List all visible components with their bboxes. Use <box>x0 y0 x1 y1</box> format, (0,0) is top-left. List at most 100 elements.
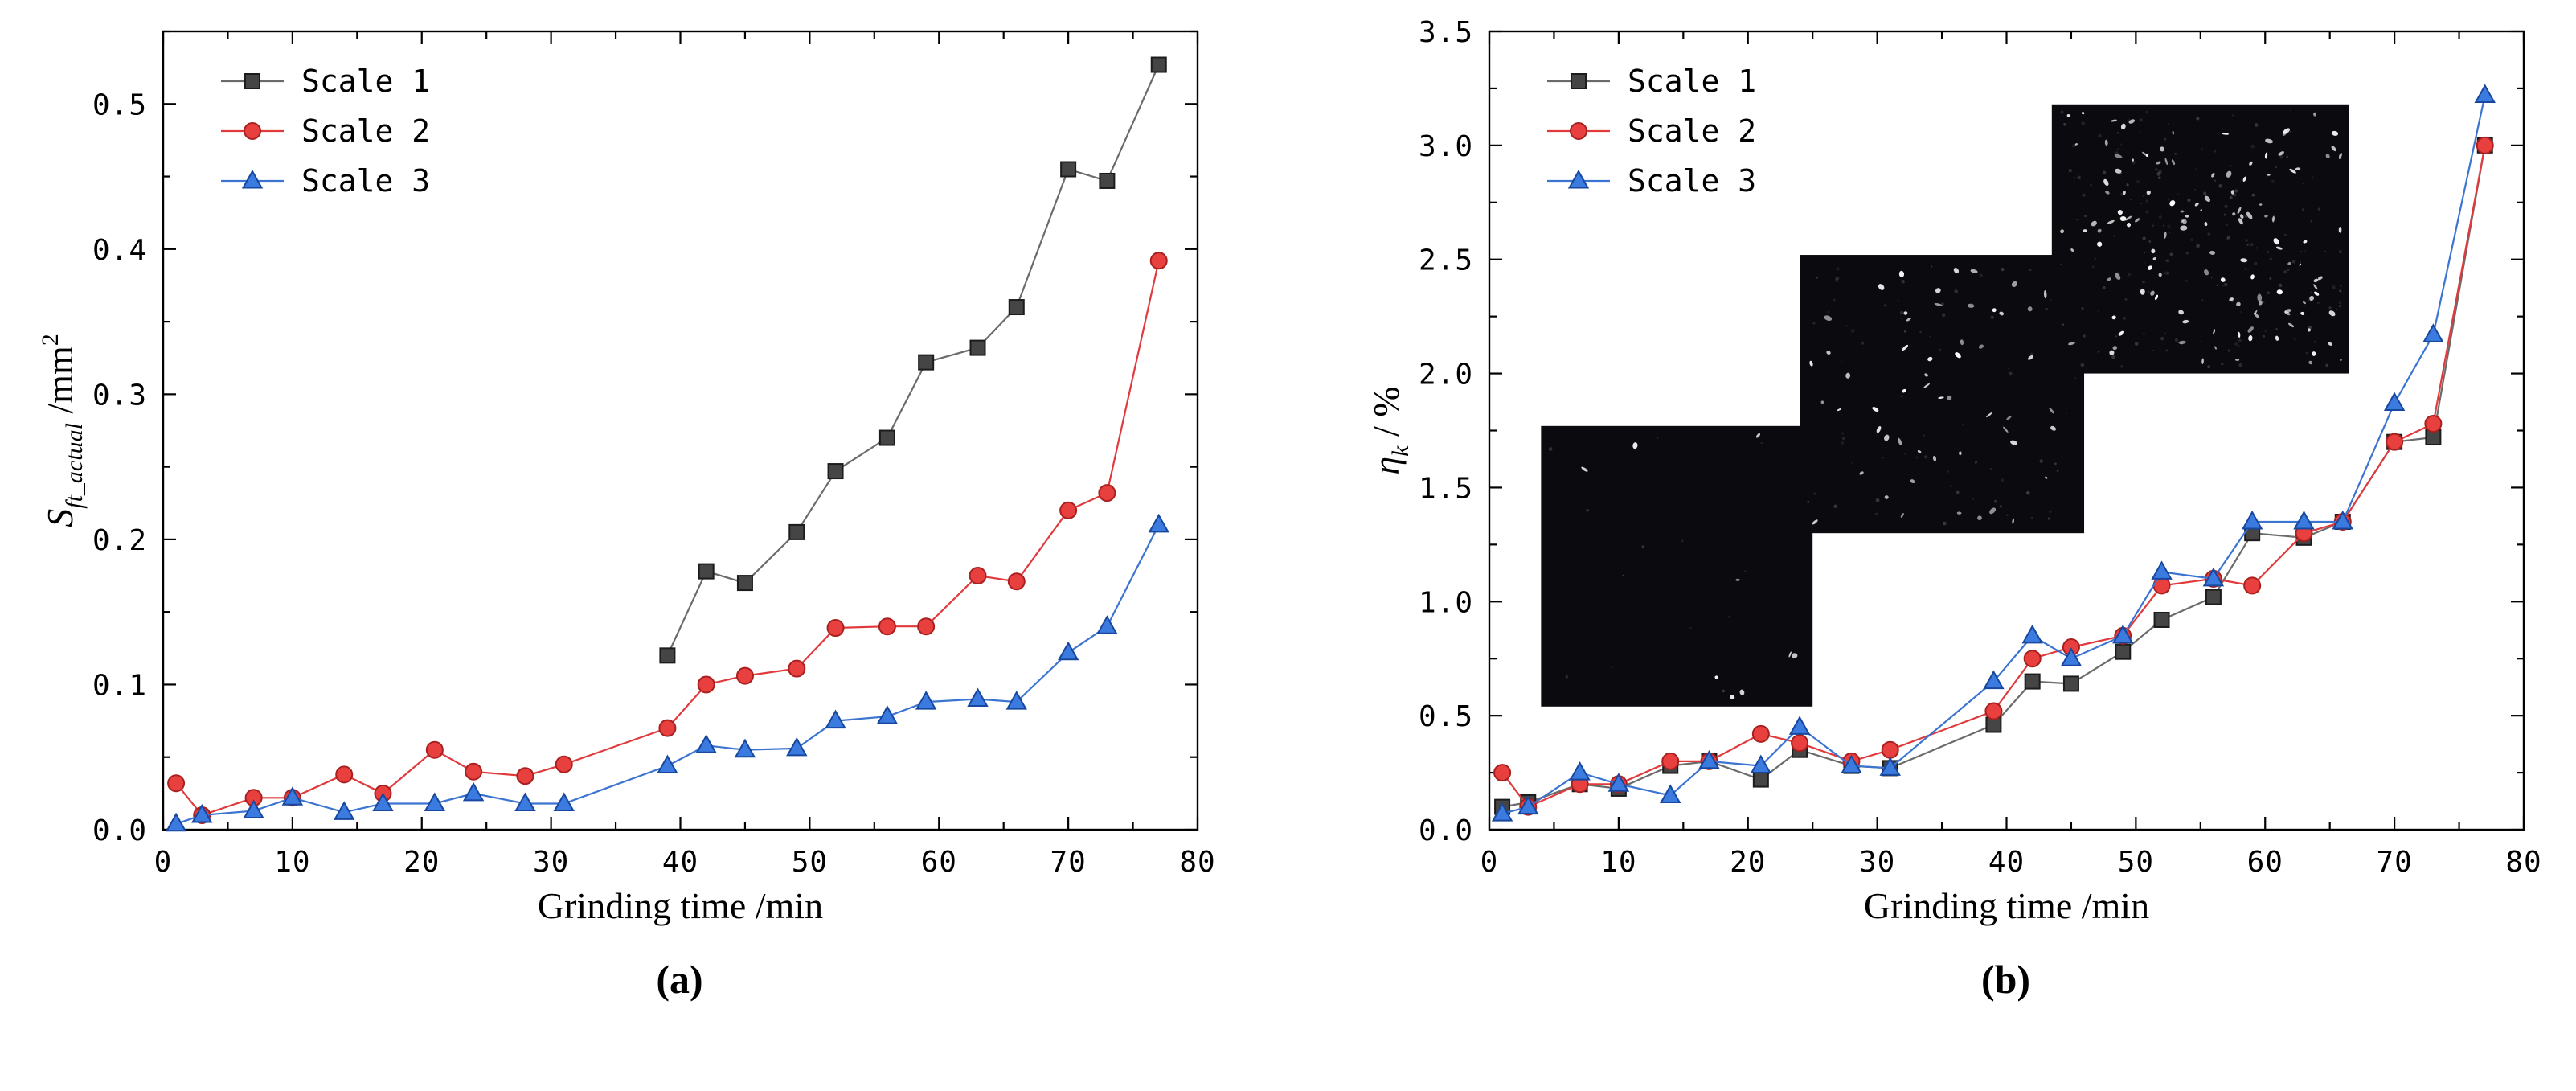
axis-ticks <box>162 30 1198 831</box>
tick-labels: 0 10 20 30 40 50 60 70 80 0.0 0.5 1.0 1.5 2.0 2.5 3.0 3.… <box>1418 16 2541 879</box>
x-tick-label: 30 <box>1858 846 1894 879</box>
data-point <box>333 801 354 820</box>
data-point <box>1879 757 1901 776</box>
data-point <box>514 792 536 812</box>
y-tick-label: 2.0 <box>1418 359 1472 392</box>
data-point <box>244 73 260 89</box>
x-tick-label: 70 <box>2376 846 2412 879</box>
data-point <box>2242 576 2261 595</box>
data-point <box>917 354 934 371</box>
data-point <box>824 709 846 729</box>
data-point <box>1491 802 1513 822</box>
x-tick-label: 10 <box>274 846 310 879</box>
data-point <box>736 575 753 592</box>
x-tick-label: 0 <box>154 846 172 879</box>
data-point <box>878 617 896 636</box>
y-tick-label: 0.0 <box>1418 814 1472 847</box>
data-point <box>2202 567 2224 587</box>
data-point <box>698 563 715 580</box>
y-tick-label: 3.0 <box>1418 130 1472 163</box>
x-tick-label: 20 <box>403 846 440 879</box>
data-point <box>735 666 754 685</box>
y-tick-label: 3.5 <box>1418 16 1472 49</box>
data-point <box>2153 611 2170 628</box>
series-line <box>175 524 1160 825</box>
data-point <box>2114 643 2131 660</box>
legend-label-scale-3: Scale 3 <box>1628 163 1756 199</box>
data-point <box>785 736 807 757</box>
data-point <box>1984 702 2002 720</box>
inset-image-2 <box>1799 255 2084 534</box>
data-point <box>2205 589 2222 605</box>
legend-label-scale-2: Scale 2 <box>1628 113 1756 149</box>
data-point <box>1057 641 1079 661</box>
data-point <box>1567 169 1589 189</box>
data-point <box>658 647 675 664</box>
data-point <box>464 762 482 781</box>
legend-label-scale-1: Scale 1 <box>301 64 430 99</box>
legend: Scale 1 Scale 2 Scale 3 <box>1546 64 1756 199</box>
data-point <box>553 792 575 812</box>
data-point <box>1881 740 1899 759</box>
data-point <box>371 792 394 812</box>
data-point <box>2332 510 2353 530</box>
legend: Scale 1 Scale 2 Scale 3 <box>220 64 430 199</box>
plot-frame <box>162 30 1198 831</box>
data-point <box>1098 172 1115 189</box>
data-point <box>165 812 186 832</box>
data-point <box>424 792 445 812</box>
caption-a: (a) <box>656 957 703 1002</box>
panel-b: 0 10 20 30 40 50 60 70 80 0.0 0.5 1.0 1.5 2.0 2.5 3.0 3.… <box>1348 11 2554 1003</box>
data-point <box>1568 761 1591 781</box>
data-point <box>787 659 805 678</box>
chart-a: 0 10 20 30 40 50 60 70 80 0.0 0.1 0.2 0.3 0.4 0.5 Grind… <box>22 11 1228 948</box>
data-point <box>916 617 935 636</box>
x-tick-label: 60 <box>920 846 956 879</box>
data-point <box>555 755 573 773</box>
data-point <box>1148 513 1169 533</box>
y-tick-label: 0.0 <box>92 814 146 847</box>
x-axis-title: Grinding time /min <box>537 885 822 926</box>
data-point <box>1008 299 1025 316</box>
tick-labels: 0 10 20 30 40 50 60 70 80 0.0 0.1 0.2 0.3 0.4 0.5 <box>92 88 1214 879</box>
x-tick-label: 10 <box>1600 846 1636 879</box>
y-tick-label: 0.5 <box>1418 700 1472 733</box>
x-tick-label: 40 <box>1988 846 2024 879</box>
x-tick-label: 40 <box>661 846 698 879</box>
data-point <box>1659 784 1681 803</box>
data-point <box>969 339 986 356</box>
inset-image-3 <box>2051 104 2349 374</box>
data-point <box>1007 572 1026 591</box>
data-point <box>1607 773 1629 792</box>
panel-a: 0 10 20 30 40 50 60 70 80 0.0 0.1 0.2 0.3 0.4 0.5 Grind… <box>22 11 1228 1003</box>
data-point <box>1096 615 1118 634</box>
inset-image-1 <box>1540 425 1812 707</box>
series-line <box>1501 145 2486 808</box>
data-point <box>241 169 263 189</box>
data-point <box>2422 323 2444 342</box>
data-point <box>657 719 676 737</box>
x-tick-label: 0 <box>1480 846 1498 879</box>
series-line <box>1501 145 2486 808</box>
data-point <box>1097 484 1116 502</box>
y-tick-label: 1.5 <box>1418 472 1472 505</box>
data-point <box>1150 56 1167 73</box>
data-point <box>656 754 678 774</box>
data-point <box>1059 161 1076 178</box>
data-point <box>2423 414 2442 433</box>
x-tick-label: 50 <box>2117 846 2153 879</box>
series-line <box>1501 95 2486 815</box>
chart-b: 0 10 20 30 40 50 60 70 80 0.0 0.5 1.0 1.5 2.0 2.5 3.0 3.… <box>1348 11 2554 948</box>
series-line <box>174 260 1160 817</box>
data-point <box>1840 754 1862 774</box>
data-point <box>1698 749 1720 769</box>
x-tick-label: 60 <box>2246 846 2283 879</box>
data-point <box>1750 754 1771 774</box>
axis-ticks <box>1488 30 2525 831</box>
series-scale-1 <box>658 56 1167 664</box>
data-point <box>1570 73 1587 89</box>
data-point <box>2383 392 2405 411</box>
y-tick-label: 0.5 <box>92 88 146 121</box>
x-axis-title: Grinding time /min <box>1863 885 2148 926</box>
